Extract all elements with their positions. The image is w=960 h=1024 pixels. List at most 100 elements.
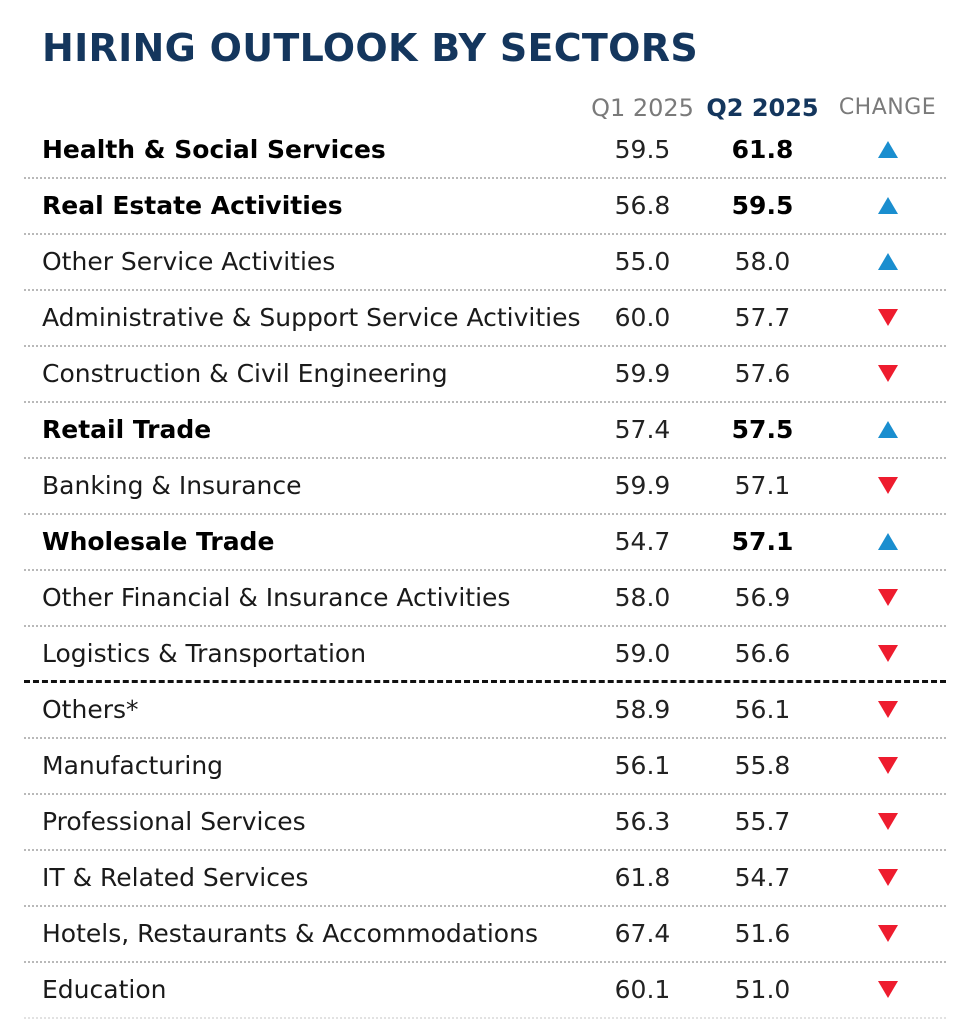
q1-value: 58.0 bbox=[614, 583, 671, 612]
q1-value: 56.8 bbox=[614, 191, 671, 220]
table-row: Banking & Insurance 59.9 57.1 bbox=[24, 459, 946, 515]
table-row: Professional Services 56.3 55.7 bbox=[24, 795, 946, 851]
q2-value: 57.5 bbox=[731, 415, 794, 444]
table-row: Logistics & Transportation 59.0 56.6 bbox=[24, 627, 946, 683]
sector-name: Real Estate Activities bbox=[42, 191, 343, 220]
q2-value: 55.7 bbox=[734, 807, 791, 836]
sector-name: IT & Related Services bbox=[42, 863, 309, 892]
arrow-down-icon bbox=[877, 812, 898, 830]
table-row: Health & Social Services 59.5 61.8 bbox=[24, 123, 946, 179]
change-cell bbox=[830, 403, 945, 457]
q1-value: 59.9 bbox=[614, 471, 671, 500]
sector-name: Wholesale Trade bbox=[42, 527, 275, 556]
change-cell bbox=[830, 627, 945, 681]
table-row: Hotels, Restaurants & Accommodations 67.4… bbox=[24, 907, 946, 963]
arrow-up-icon bbox=[877, 196, 898, 214]
arrow-down-icon bbox=[877, 308, 898, 326]
table-row: Other Financial & Insurance Activities 58… bbox=[24, 571, 946, 627]
q2-value: 59.5 bbox=[731, 191, 794, 220]
sector-name: Other Financial & Insurance Activities bbox=[42, 583, 511, 612]
table-row: Construction & Civil Engineering 59.9 57.6 bbox=[24, 347, 946, 403]
change-cell bbox=[830, 739, 945, 793]
sector-name: Construction & Civil Engineering bbox=[42, 359, 448, 388]
change-cell bbox=[830, 123, 945, 177]
q1-value: 59.9 bbox=[614, 359, 671, 388]
q2-value: 57.6 bbox=[734, 359, 791, 388]
q2-value: 55.8 bbox=[734, 751, 791, 780]
arrow-down-icon bbox=[877, 756, 898, 774]
table-row: IT & Related Services 61.8 54.7 bbox=[24, 851, 946, 907]
q2-value: 56.9 bbox=[734, 583, 791, 612]
q2-value: 57.1 bbox=[734, 471, 791, 500]
q2-value: 57.7 bbox=[734, 303, 791, 332]
q2-value: 58.0 bbox=[734, 247, 791, 276]
arrow-down-icon bbox=[877, 868, 898, 886]
change-cell bbox=[830, 459, 945, 513]
sector-name: Retail Trade bbox=[42, 415, 212, 444]
table-row: Education 60.1 51.0 bbox=[24, 963, 946, 1019]
change-cell bbox=[830, 963, 945, 1017]
arrow-down-icon bbox=[877, 644, 898, 662]
arrow-down-icon bbox=[877, 364, 898, 382]
change-cell bbox=[830, 795, 945, 849]
sector-name: Logistics & Transportation bbox=[42, 639, 367, 668]
q1-value: 60.1 bbox=[614, 975, 671, 1004]
table-row: Administrative & Support Service Activit… bbox=[24, 291, 946, 347]
q1-value: 60.0 bbox=[614, 303, 671, 332]
table-row: Others* 58.9 56.1 bbox=[24, 683, 946, 739]
q2-value: 54.7 bbox=[734, 863, 791, 892]
sector-name: Professional Services bbox=[42, 807, 306, 836]
change-cell bbox=[830, 683, 945, 737]
sector-name: Hotels, Restaurants & Accommodations bbox=[42, 919, 538, 948]
arrow-up-icon bbox=[877, 252, 898, 270]
change-cell bbox=[830, 851, 945, 905]
q1-value: 55.0 bbox=[614, 247, 671, 276]
column-header-change: CHANGE bbox=[838, 95, 937, 120]
sector-name: Education bbox=[42, 975, 167, 1004]
q1-value: 54.7 bbox=[614, 527, 671, 556]
q2-value: 51.0 bbox=[734, 975, 791, 1004]
q1-value: 61.8 bbox=[614, 863, 671, 892]
q2-value: 57.1 bbox=[731, 527, 794, 556]
table-row: Manufacturing 56.1 55.8 bbox=[24, 739, 946, 795]
q2-value: 56.1 bbox=[734, 695, 791, 724]
q1-value: 67.4 bbox=[614, 919, 671, 948]
q2-value: 51.6 bbox=[734, 919, 791, 948]
sector-name: Banking & Insurance bbox=[42, 471, 302, 500]
q1-value: 59.0 bbox=[614, 639, 671, 668]
sector-name: Health & Social Services bbox=[42, 135, 386, 164]
sector-name: Others* bbox=[42, 695, 139, 724]
q2-value: 56.6 bbox=[734, 639, 791, 668]
q1-value: 58.9 bbox=[614, 695, 671, 724]
table-header: Q1 2025 Q2 2025 CHANGE bbox=[0, 90, 960, 126]
arrow-down-icon bbox=[877, 700, 898, 718]
arrow-up-icon bbox=[877, 532, 898, 550]
change-cell bbox=[830, 179, 945, 233]
arrow-down-icon bbox=[877, 980, 898, 998]
table-row: Retail Trade 57.4 57.5 bbox=[24, 403, 946, 459]
arrow-down-icon bbox=[877, 476, 898, 494]
page-title: HIRING OUTLOOK BY SECTORS bbox=[42, 26, 698, 70]
sector-name: Manufacturing bbox=[42, 751, 224, 780]
sector-table: Health & Social Services 59.5 61.8 Real Est… bbox=[0, 123, 960, 1019]
change-cell bbox=[830, 291, 945, 345]
sector-name: Other Service Activities bbox=[42, 247, 336, 276]
table-row: Real Estate Activities 56.8 59.5 bbox=[24, 179, 946, 235]
arrow-down-icon bbox=[877, 588, 898, 606]
arrow-down-icon bbox=[877, 924, 898, 942]
q1-value: 56.1 bbox=[614, 751, 671, 780]
q1-value: 56.3 bbox=[614, 807, 671, 836]
change-cell bbox=[830, 235, 945, 289]
change-cell bbox=[830, 515, 945, 569]
table-row: Wholesale Trade 54.7 57.1 bbox=[24, 515, 946, 571]
table-row: Other Service Activities 55.0 58.0 bbox=[24, 235, 946, 291]
sector-name: Administrative & Support Service Activit… bbox=[42, 303, 581, 332]
change-cell bbox=[830, 907, 945, 961]
q1-value: 59.5 bbox=[614, 135, 671, 164]
q2-value: 61.8 bbox=[731, 135, 794, 164]
q1-value: 57.4 bbox=[614, 415, 671, 444]
arrow-up-icon bbox=[877, 140, 898, 158]
change-cell bbox=[830, 347, 945, 401]
arrow-up-icon bbox=[877, 420, 898, 438]
column-header-q2: Q2 2025 bbox=[706, 94, 819, 122]
